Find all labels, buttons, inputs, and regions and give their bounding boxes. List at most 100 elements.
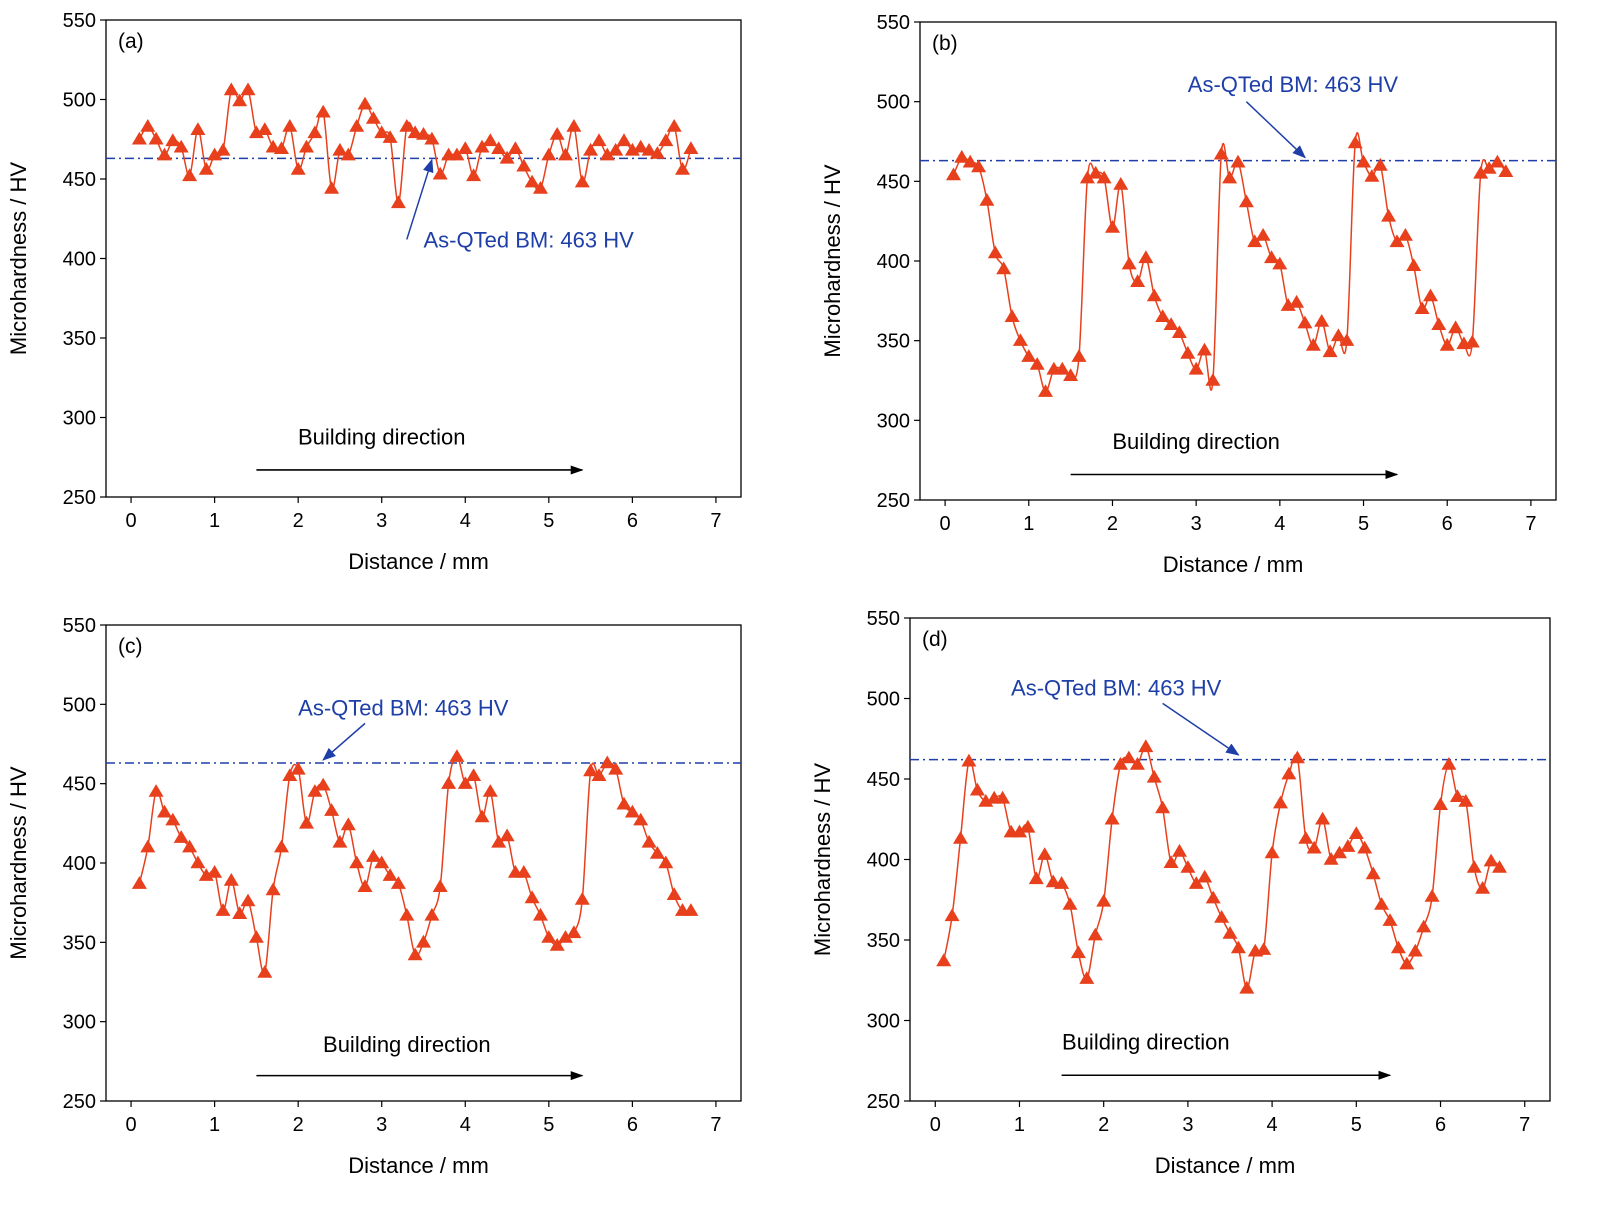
data-point-marker (1105, 220, 1120, 233)
data-point-marker (457, 141, 473, 154)
data-point-marker (1205, 373, 1221, 386)
y-tick-label: 250 (63, 1091, 96, 1113)
chart-b: 0 1 2 3 4 5 6 7 250 300 350 400 450 500 550 Distance / … (820, 12, 1557, 577)
data-point-marker (1062, 897, 1078, 910)
data-point-marker (131, 876, 147, 889)
data-point-marker (541, 147, 557, 161)
data-point-marker (1272, 256, 1288, 270)
data-point-marker (1028, 871, 1044, 885)
data-point-marker (1121, 256, 1137, 270)
data-point-marker (683, 141, 699, 154)
data-point-marker (466, 768, 482, 781)
data-point-marker (1255, 228, 1271, 241)
y-tick-label: 400 (877, 251, 910, 273)
data-point-marker (1012, 824, 1027, 838)
data-point-marker (190, 855, 206, 869)
data-point-marker (165, 133, 181, 147)
x-tick-label: 6 (627, 510, 638, 532)
data-point-marker (1138, 739, 1154, 753)
y-tick-label: 550 (63, 10, 96, 32)
data-point-marker (566, 119, 582, 132)
data-point-marker (1096, 893, 1112, 907)
data-point-marker (616, 133, 632, 147)
data-point-marker (516, 158, 532, 172)
data-point-marker (449, 749, 465, 762)
x-axis-title: Distance / mm (1155, 1153, 1296, 1178)
panel-label: (b) (932, 32, 958, 55)
data-point-marker (207, 865, 223, 878)
data-point-marker (574, 892, 590, 905)
x-tick-label: 5 (543, 510, 554, 532)
panel-d: 0 1 2 3 4 5 6 7 250 300 350 400 450 500 550 Distance / … (810, 608, 1600, 1215)
data-point-marker (1347, 135, 1363, 149)
reference-label: As-QTed BM: 463 HV (1188, 72, 1399, 97)
data-point-marker (649, 846, 665, 859)
data-point-marker (1054, 876, 1070, 889)
data-point-marker (324, 181, 340, 194)
y-tick-label: 400 (63, 249, 96, 271)
data-point-marker (165, 812, 181, 826)
y-tick-label: 500 (63, 694, 96, 716)
y-axis-title: Microhardness / HV (810, 763, 835, 957)
data-point-marker (1356, 154, 1371, 168)
x-tick-label: 0 (126, 510, 137, 532)
data-point-marker (1087, 927, 1103, 941)
data-point-marker (399, 907, 415, 921)
data-point-marker (946, 167, 961, 181)
data-point-marker (1264, 250, 1279, 264)
x-tick-label: 1 (1014, 1114, 1025, 1136)
x-tick-label: 3 (376, 1114, 387, 1136)
data-point-marker (1339, 333, 1355, 346)
x-tick-label: 4 (460, 1114, 471, 1136)
data-point-marker (1163, 855, 1179, 868)
data-point-marker (524, 174, 540, 188)
data-point-marker (157, 804, 172, 818)
data-point-marker (599, 755, 615, 769)
data-point-marker (1407, 943, 1423, 957)
panel-c: 0 1 2 3 4 5 6 7 250 300 350 400 450 500 550 Distance / … (0, 608, 800, 1215)
data-point-marker (574, 174, 590, 188)
data-point-marker (1256, 942, 1272, 955)
data-point-marker (131, 131, 147, 145)
data-point-marker (1481, 161, 1497, 174)
x-tick-label: 0 (940, 513, 951, 535)
data-point-marker (1273, 795, 1288, 809)
data-point-marker (1121, 750, 1137, 764)
reference-arrow (1245, 101, 1306, 159)
y-tick-label: 450 (877, 171, 910, 193)
data-point-marker (1289, 294, 1305, 308)
data-point-marker (399, 119, 415, 132)
data-point-marker (282, 119, 298, 132)
data-point-marker (1330, 328, 1346, 342)
data-point-marker (223, 82, 239, 96)
panel-a: 0 1 2 3 4 5 6 7 250 300 350 400 450 500 550 Distance / … (0, 0, 800, 600)
data-point-marker (1365, 866, 1381, 880)
data-point-marker (1298, 831, 1314, 844)
data-point-marker (1433, 797, 1448, 810)
chart-d: 0 1 2 3 4 5 6 7 250 300 350 400 450 500 550 Distance / … (810, 608, 1551, 1178)
panel-label: (c) (118, 635, 143, 658)
data-point-marker (299, 139, 314, 153)
data-point-marker (624, 804, 640, 818)
data-point-marker (1389, 234, 1405, 248)
data-point-marker (416, 934, 431, 948)
data-point-marker (1213, 146, 1229, 160)
data-point-marker (1399, 956, 1415, 970)
data-point-marker (374, 125, 390, 139)
data-point-marker (173, 830, 189, 843)
data-point-marker (349, 119, 365, 132)
data-point-marker (441, 776, 457, 789)
data-point-marker (1113, 177, 1129, 190)
data-point-marker (1180, 345, 1196, 359)
y-tick-label: 450 (867, 769, 900, 791)
data-point-marker (1239, 980, 1255, 994)
y-tick-label: 550 (877, 12, 910, 34)
data-point-marker (282, 768, 298, 781)
data-point-marker (649, 146, 665, 159)
data-point-marker (1441, 757, 1457, 770)
data-point-marker (549, 938, 565, 951)
reference-label: As-QTed BM: 463 HV (424, 227, 635, 252)
data-point-marker (274, 141, 289, 154)
data-point-marker (482, 133, 498, 147)
chart-c: 0 1 2 3 4 5 6 7 250 300 350 400 450 500 550 Distance / … (6, 615, 742, 1178)
